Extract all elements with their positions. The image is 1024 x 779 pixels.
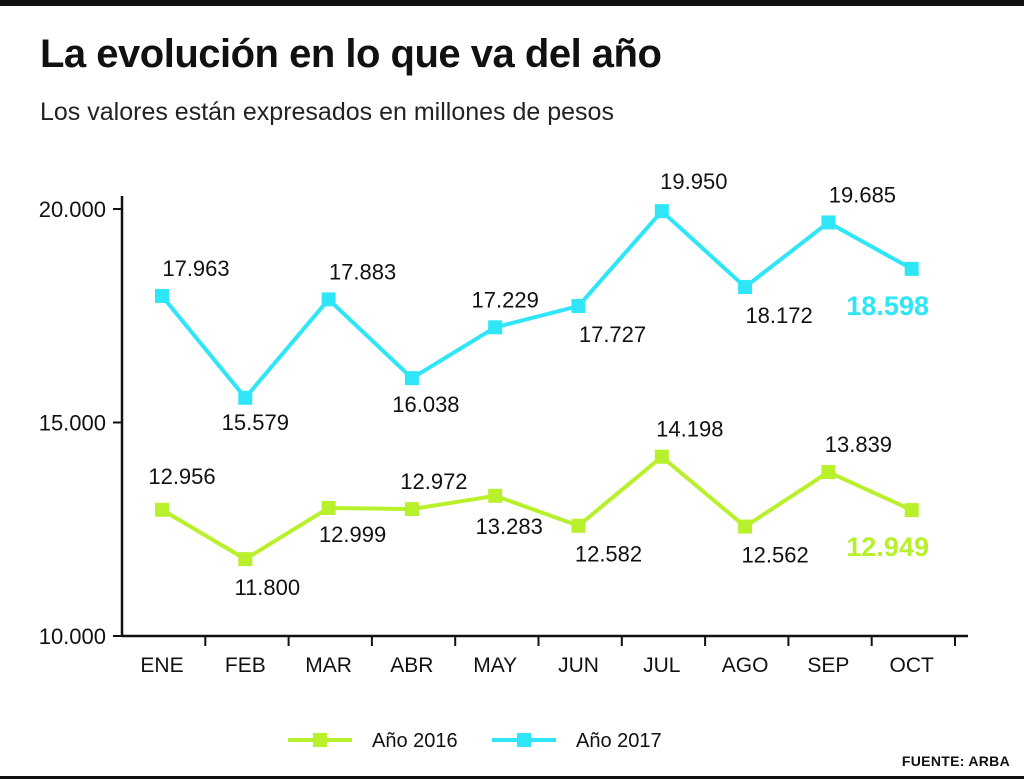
series-a-o-2016-marker-jul [654,449,669,464]
series-a-o-2017-marker-sep [821,215,836,230]
x-tick-label-oct: OCT [890,654,935,677]
top-rule [0,0,1024,6]
series-a-o-2016-marker-ago [738,519,753,534]
series-a-o-2016-marker-ene [155,502,169,517]
x-tick-label-mar: MAR [305,654,352,677]
series-a-o-2016-marker-mar [321,500,336,515]
series-a-o-2017-label-may: 17.229 [472,287,539,312]
series-a-o-2017-label-feb: 15.579 [222,410,289,435]
series-a-o-2016-marker-feb [238,552,253,567]
series-a-o-2017-label-abr: 16.038 [392,392,459,417]
series-a-o-2017-marker-jun [571,299,586,314]
series-a-o-2017-label-ago: 18.172 [745,303,812,328]
y-tick-label-2: 20.000 [39,197,106,222]
y-tick-label-1: 15.000 [39,411,106,436]
series-a-o-2016-label-ago: 12.562 [741,543,808,568]
x-tick-label-abr: ABR [390,654,433,677]
x-tick-label-sep: SEP [807,654,849,677]
series-a-o-2016-marker-oct [904,503,919,518]
series-a-o-2017-marker-ago [738,280,753,295]
series-a-o-2016-label-ene: 12.956 [148,464,215,489]
series-a-o-2016-label-abr: 12.972 [400,469,467,494]
series-a-o-2016-label-jul: 14.198 [656,417,723,442]
series-a-o-2017-marker-mar [321,292,336,307]
series-a-o-2017-label-jul: 19.950 [660,169,727,194]
bottom-rule [0,776,1024,779]
x-tick-label-ago: AGO [722,654,769,677]
series-a-o-2016-label-feb: 11.800 [234,575,300,600]
series-a-o-2016-marker-may [488,488,503,503]
series-a-o-2016-label-sep: 13.839 [825,432,892,457]
legend-2016-marker [313,733,327,747]
series-a-o-2017-marker-jul [654,204,669,219]
x-tick-label-may: MAY [473,654,517,677]
series-a-o-2016-label-oct: 12.949 [846,532,929,562]
x-tick-label-jun: JUN [558,654,599,677]
series-a-o-2017-marker-oct [904,261,919,276]
series-a-o-2016-line [160,454,913,562]
x-tick-label-jul: JUL [643,654,680,677]
series-a-o-2016-marker-sep [821,465,836,480]
series-a-o-2016-label-jun: 12.582 [575,542,642,567]
y-tick-label-0: 10.000 [39,624,106,649]
series-a-o-2016-label-mar: 12.999 [319,522,386,547]
series-a-o-2017-line [160,209,913,400]
series-a-o-2016-label-may: 13.283 [476,514,543,539]
legend-2017-label: Año 2017 [576,730,662,752]
series-a-o-2017-marker-feb [238,390,253,405]
series-a-o-2017-label-ene: 17.963 [162,256,229,281]
x-tick-label-ene: ENE [140,654,183,677]
chart-title: La evolución en lo que va del año [40,32,662,76]
series-a-o-2017-label-mar: 17.883 [329,259,396,284]
series-a-o-2017-label-jun: 17.727 [579,322,646,347]
series-a-o-2016-marker-abr [404,502,419,517]
series-a-o-2017-marker-ene [155,288,169,303]
x-tick-label-feb: FEB [225,654,266,677]
series-a-o-2017-marker-abr [404,371,419,386]
legend-2016-label: Año 2016 [372,730,458,752]
series-a-o-2017-marker-may [488,320,503,335]
series-a-o-2016-marker-jun [571,518,586,533]
series-a-o-2017-label-oct: 18.598 [846,291,929,321]
series-a-o-2017-label-sep: 19.685 [829,182,896,207]
source-note: FUENTE: ARBA [901,753,1010,769]
legend-2017-marker [517,733,531,747]
chart-subtitle: Los valores están expresados en millones… [40,98,614,126]
